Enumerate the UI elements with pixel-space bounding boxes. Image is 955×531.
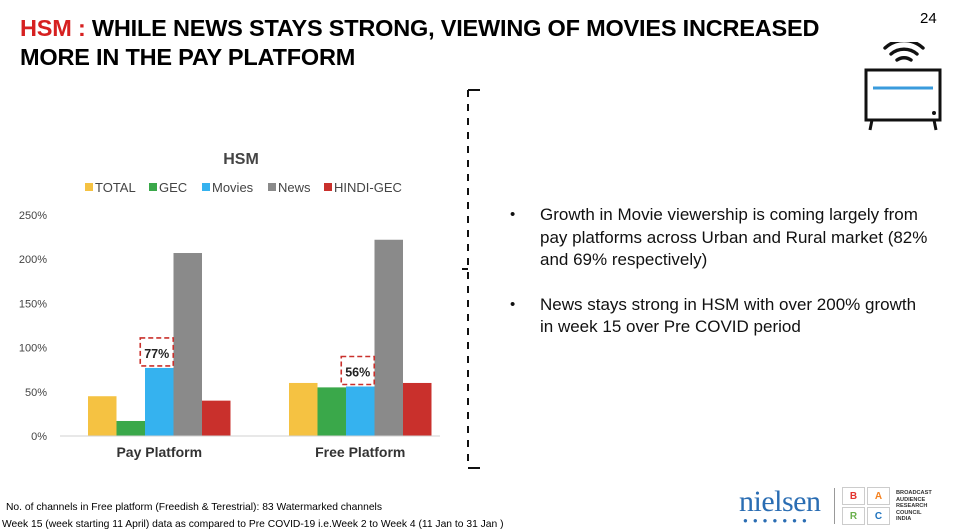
bar bbox=[317, 387, 346, 436]
bar bbox=[116, 420, 145, 436]
annotation-box bbox=[139, 337, 175, 367]
y-axis: 0% 50% 100% 150% 200% 250% bbox=[19, 210, 47, 443]
legend-label: GEC bbox=[159, 180, 187, 195]
bullet-item: Growth in Movie viewership is coming lar… bbox=[510, 204, 930, 272]
title-line-1: WHILE NEWS STAYS STRONG, VIEWING OF MOVI… bbox=[91, 15, 820, 41]
barc-text-line: BROADCAST bbox=[896, 490, 932, 496]
barc-text-line: RESEARCH bbox=[896, 503, 928, 510]
title-line-2: MORE IN THE PAY PLATFORM bbox=[20, 44, 356, 70]
barc-text-line: INDIA bbox=[896, 516, 912, 523]
barc-letter: C bbox=[867, 507, 890, 525]
chart-legend: TOTAL GEC Movies News HINDI-GEC bbox=[85, 180, 402, 195]
bar bbox=[374, 239, 403, 436]
bullet-item: News stays strong in HSM with over 200% … bbox=[510, 294, 930, 339]
footnote: No. of channels in Free platform (Freedi… bbox=[6, 502, 382, 513]
bar bbox=[403, 382, 432, 436]
x-category-label: Pay Platform bbox=[116, 444, 202, 460]
legend-label: Movies bbox=[212, 180, 254, 195]
logo-divider bbox=[834, 488, 835, 524]
barc-logo: B A R C bbox=[842, 487, 890, 525]
footnote: Week 15 (week starting 11 April) data as… bbox=[2, 519, 504, 530]
annotation-box bbox=[340, 355, 376, 386]
annotation-label: 77% bbox=[144, 347, 169, 361]
barc-letter: A bbox=[867, 487, 890, 505]
barc-text-line: COUNCIL bbox=[896, 509, 922, 516]
bar bbox=[289, 382, 318, 436]
y-tick-label: 0% bbox=[31, 431, 47, 443]
bar bbox=[145, 367, 174, 436]
legend-swatch bbox=[149, 183, 157, 191]
barc-text: BROADCAST AUDIENCE RESEARCH COUNCIL INDI… bbox=[896, 490, 952, 523]
nielsen-dots: ●●●●●●● bbox=[743, 516, 812, 525]
y-tick-label: 150% bbox=[19, 298, 47, 310]
insight-bullets: Growth in Movie viewership is coming lar… bbox=[510, 204, 930, 361]
legend-label: TOTAL bbox=[95, 180, 136, 195]
bar-chart: HSM TOTAL GEC Movies News HINDI-GEC 0% 50% 100… bbox=[19, 151, 440, 460]
barc-letter: B bbox=[842, 487, 865, 505]
nielsen-logo: nielsen ●●●●●●● bbox=[739, 487, 829, 525]
bar bbox=[88, 396, 117, 436]
nielsen-wordmark: nielsen bbox=[739, 485, 821, 518]
legend-label: News bbox=[278, 180, 311, 195]
tv-icon bbox=[864, 42, 942, 131]
title-accent: HSM : bbox=[20, 15, 86, 41]
annotation-label: 56% bbox=[345, 365, 370, 379]
bar bbox=[173, 253, 202, 436]
legend-swatch bbox=[202, 183, 210, 191]
bars: 77% 56% bbox=[88, 239, 432, 436]
y-tick-label: 200% bbox=[19, 254, 47, 266]
legend-swatch bbox=[324, 183, 332, 191]
slide-title: HSM : WHILE NEWS STAYS STRONG, VIEWING O… bbox=[20, 14, 880, 72]
barc-letter: R bbox=[842, 507, 865, 525]
barc-text-line: AUDIENCE bbox=[896, 496, 926, 503]
x-category-label: Free Platform bbox=[315, 444, 405, 460]
legend-swatch bbox=[268, 183, 276, 191]
page-number: 24 bbox=[920, 10, 937, 27]
legend-label: HINDI-GEC bbox=[334, 180, 402, 195]
y-tick-label: 50% bbox=[25, 387, 47, 399]
y-tick-label: 250% bbox=[19, 210, 47, 222]
chart-title: HSM bbox=[223, 151, 259, 168]
legend-swatch bbox=[85, 183, 93, 191]
y-tick-label: 100% bbox=[19, 343, 47, 355]
x-axis: Pay Platform Free Platform bbox=[60, 435, 440, 460]
bar bbox=[202, 400, 231, 436]
bracket-divider bbox=[462, 89, 480, 469]
bar bbox=[346, 386, 375, 436]
